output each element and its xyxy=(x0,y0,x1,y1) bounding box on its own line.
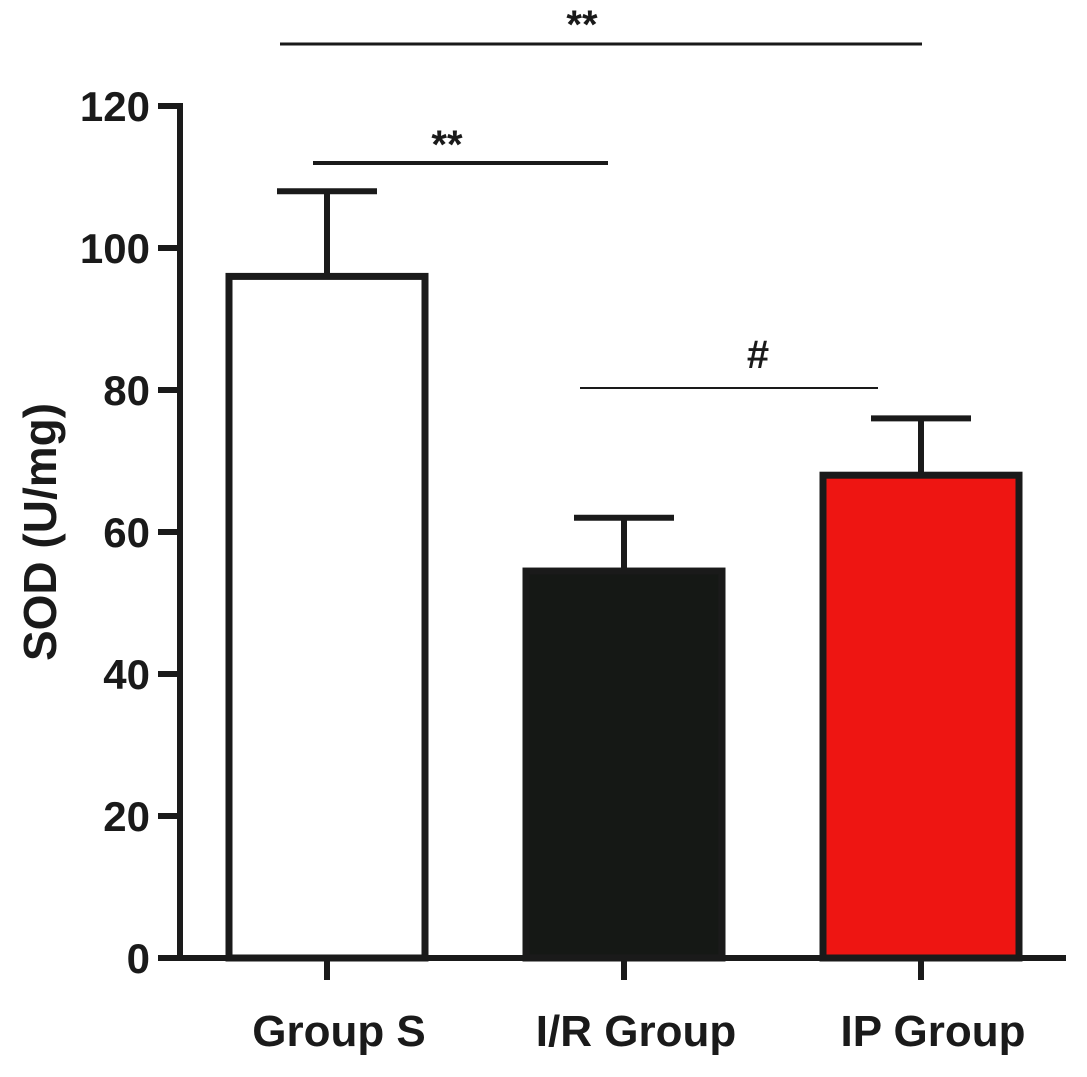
y-tick-label-0: 0 xyxy=(127,935,150,982)
y-axis-title: SOD (U/mg) xyxy=(14,403,66,661)
x-category-label-2: I/R Group xyxy=(536,1007,736,1056)
significance-label-1: ** xyxy=(566,3,598,47)
significance-label-2: ** xyxy=(431,123,463,167)
y-tick-label-40: 40 xyxy=(103,651,150,698)
bar-2 xyxy=(522,567,726,962)
y-tick-label-100: 100 xyxy=(80,225,150,272)
y-tick-label-120: 120 xyxy=(80,83,150,130)
bar-3 xyxy=(819,471,1023,962)
y-tick-label-60: 60 xyxy=(103,509,150,556)
bars-group xyxy=(225,188,1023,962)
significance-label-3: # xyxy=(747,333,769,377)
bar-1 xyxy=(225,272,429,962)
x-category-label-3: IP Group xyxy=(841,1007,1026,1056)
y-axis: 0 20 40 60 80 100 120 xyxy=(80,83,183,982)
x-category-label-1: Group S xyxy=(252,1007,426,1056)
x-axis: Group S I/R Group IP Group xyxy=(177,955,1066,1056)
y-tick-label-80: 80 xyxy=(103,367,150,414)
significance-annotations: ** ** # xyxy=(280,3,922,389)
y-tick-label-20: 20 xyxy=(103,793,150,840)
